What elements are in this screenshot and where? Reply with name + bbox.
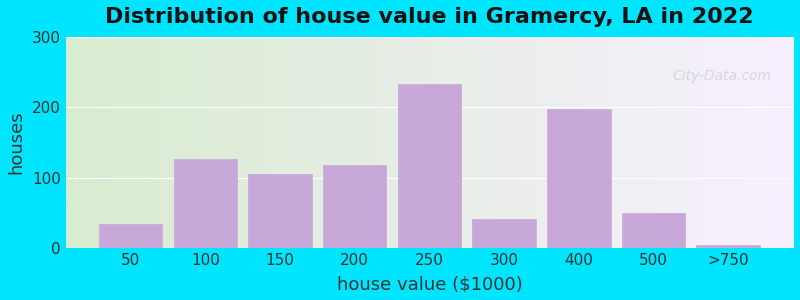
- Text: City-Data.com: City-Data.com: [672, 68, 771, 83]
- Y-axis label: houses: houses: [7, 111, 25, 174]
- Bar: [174, 159, 237, 248]
- Bar: [248, 174, 312, 248]
- Bar: [622, 213, 686, 248]
- X-axis label: house value ($1000): house value ($1000): [337, 275, 522, 293]
- Bar: [99, 224, 162, 248]
- Bar: [472, 219, 536, 248]
- Bar: [398, 84, 461, 248]
- Title: Distribution of house value in Gramercy, LA in 2022: Distribution of house value in Gramercy,…: [105, 7, 754, 27]
- Bar: [323, 165, 386, 248]
- Bar: [697, 245, 760, 248]
- Bar: [547, 109, 610, 248]
